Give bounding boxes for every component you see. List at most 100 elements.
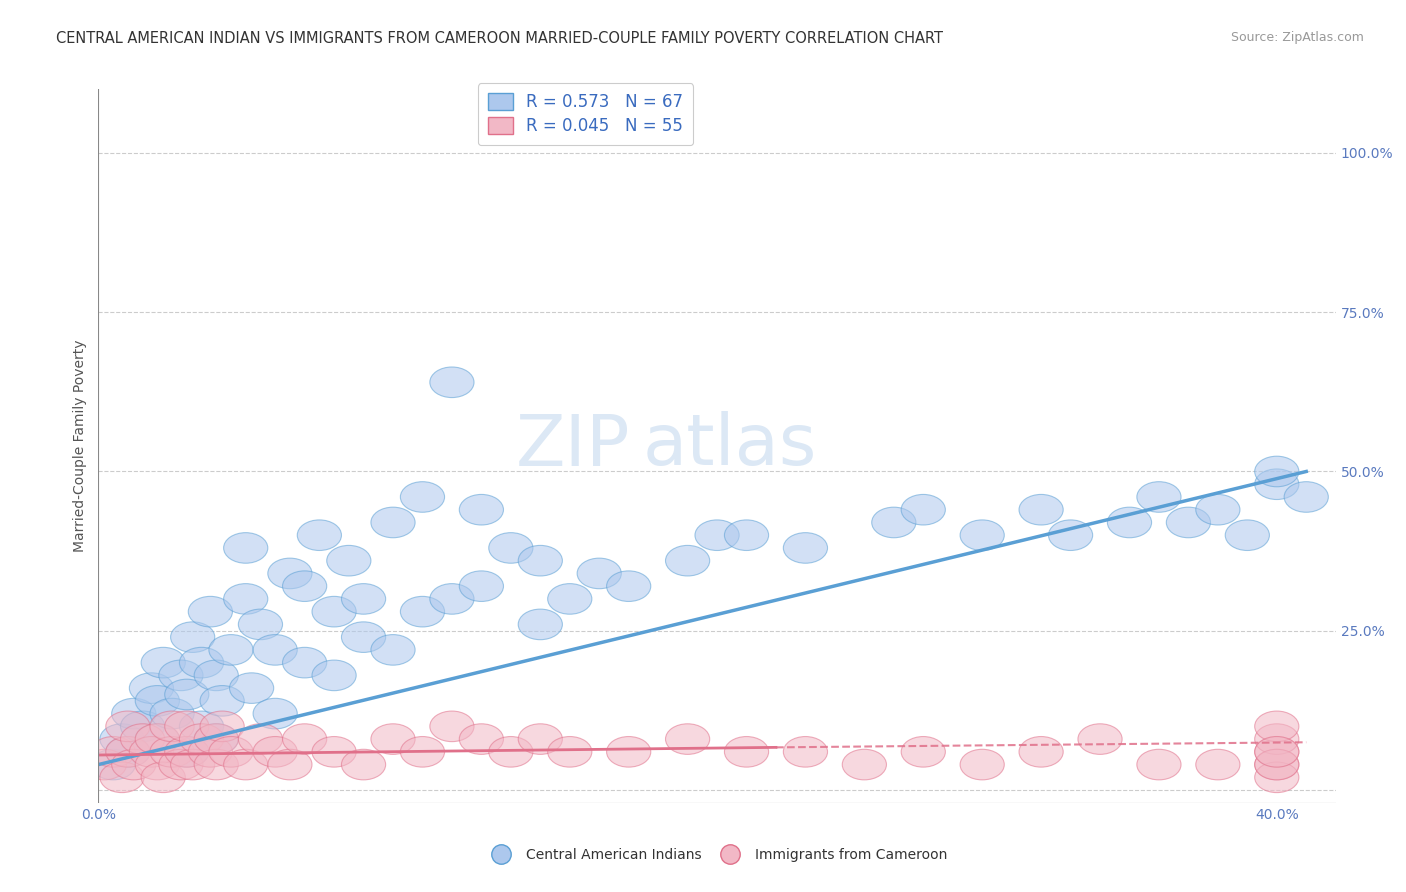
Ellipse shape <box>783 737 828 767</box>
Ellipse shape <box>253 737 297 767</box>
Ellipse shape <box>267 749 312 780</box>
Ellipse shape <box>548 583 592 615</box>
Ellipse shape <box>150 711 194 741</box>
Ellipse shape <box>283 571 326 601</box>
Ellipse shape <box>960 749 1004 780</box>
Ellipse shape <box>1019 494 1063 525</box>
Ellipse shape <box>724 520 769 550</box>
Ellipse shape <box>194 749 239 780</box>
Ellipse shape <box>105 737 150 767</box>
Ellipse shape <box>519 723 562 755</box>
Ellipse shape <box>342 749 385 780</box>
Ellipse shape <box>960 520 1004 550</box>
Ellipse shape <box>165 737 209 767</box>
Ellipse shape <box>253 634 297 665</box>
Ellipse shape <box>1137 749 1181 780</box>
Ellipse shape <box>180 723 224 755</box>
Ellipse shape <box>1195 749 1240 780</box>
Ellipse shape <box>519 545 562 576</box>
Text: atlas: atlas <box>643 411 817 481</box>
Ellipse shape <box>1284 482 1329 512</box>
Ellipse shape <box>135 723 180 755</box>
Ellipse shape <box>165 737 209 767</box>
Ellipse shape <box>1254 469 1299 500</box>
Ellipse shape <box>200 686 245 716</box>
Ellipse shape <box>135 723 180 755</box>
Text: ZIP: ZIP <box>516 411 630 481</box>
Ellipse shape <box>194 660 239 690</box>
Legend: Central American Indians, Immigrants from Cameroon: Central American Indians, Immigrants fro… <box>482 842 952 867</box>
Ellipse shape <box>105 711 150 741</box>
Ellipse shape <box>1195 494 1240 525</box>
Ellipse shape <box>695 520 740 550</box>
Ellipse shape <box>135 686 180 716</box>
Ellipse shape <box>229 673 274 704</box>
Ellipse shape <box>224 583 267 615</box>
Ellipse shape <box>111 698 156 729</box>
Ellipse shape <box>170 622 215 652</box>
Ellipse shape <box>312 597 356 627</box>
Text: Source: ZipAtlas.com: Source: ZipAtlas.com <box>1230 31 1364 45</box>
Ellipse shape <box>224 533 267 563</box>
Ellipse shape <box>901 494 945 525</box>
Ellipse shape <box>1254 711 1299 741</box>
Ellipse shape <box>129 737 173 767</box>
Ellipse shape <box>239 723 283 755</box>
Ellipse shape <box>239 609 283 640</box>
Ellipse shape <box>267 558 312 589</box>
Ellipse shape <box>1254 762 1299 793</box>
Ellipse shape <box>842 749 886 780</box>
Ellipse shape <box>180 711 224 741</box>
Ellipse shape <box>1254 737 1299 767</box>
Ellipse shape <box>82 749 127 780</box>
Ellipse shape <box>401 597 444 627</box>
Ellipse shape <box>1254 749 1299 780</box>
Ellipse shape <box>430 367 474 398</box>
Ellipse shape <box>371 723 415 755</box>
Ellipse shape <box>460 723 503 755</box>
Ellipse shape <box>1254 723 1299 755</box>
Ellipse shape <box>401 482 444 512</box>
Ellipse shape <box>121 711 165 741</box>
Ellipse shape <box>665 545 710 576</box>
Ellipse shape <box>489 533 533 563</box>
Ellipse shape <box>91 749 135 780</box>
Ellipse shape <box>901 737 945 767</box>
Ellipse shape <box>724 737 769 767</box>
Ellipse shape <box>165 711 209 741</box>
Ellipse shape <box>548 737 592 767</box>
Ellipse shape <box>460 571 503 601</box>
Ellipse shape <box>188 737 232 767</box>
Ellipse shape <box>105 737 150 767</box>
Ellipse shape <box>489 737 533 767</box>
Ellipse shape <box>342 583 385 615</box>
Ellipse shape <box>872 508 915 538</box>
Ellipse shape <box>371 634 415 665</box>
Ellipse shape <box>606 571 651 601</box>
Ellipse shape <box>100 723 143 755</box>
Ellipse shape <box>170 749 215 780</box>
Ellipse shape <box>209 634 253 665</box>
Ellipse shape <box>159 749 202 780</box>
Ellipse shape <box>1049 520 1092 550</box>
Y-axis label: Married-Couple Family Poverty: Married-Couple Family Poverty <box>73 340 87 552</box>
Ellipse shape <box>460 494 503 525</box>
Ellipse shape <box>150 698 194 729</box>
Ellipse shape <box>342 622 385 652</box>
Ellipse shape <box>129 673 173 704</box>
Ellipse shape <box>606 737 651 767</box>
Ellipse shape <box>121 723 165 755</box>
Ellipse shape <box>111 749 156 780</box>
Ellipse shape <box>312 737 356 767</box>
Ellipse shape <box>665 723 710 755</box>
Ellipse shape <box>783 533 828 563</box>
Ellipse shape <box>209 737 253 767</box>
Ellipse shape <box>188 597 232 627</box>
Ellipse shape <box>519 609 562 640</box>
Ellipse shape <box>283 648 326 678</box>
Ellipse shape <box>91 737 135 767</box>
Ellipse shape <box>430 711 474 741</box>
Ellipse shape <box>180 648 224 678</box>
Ellipse shape <box>401 737 444 767</box>
Ellipse shape <box>165 679 209 710</box>
